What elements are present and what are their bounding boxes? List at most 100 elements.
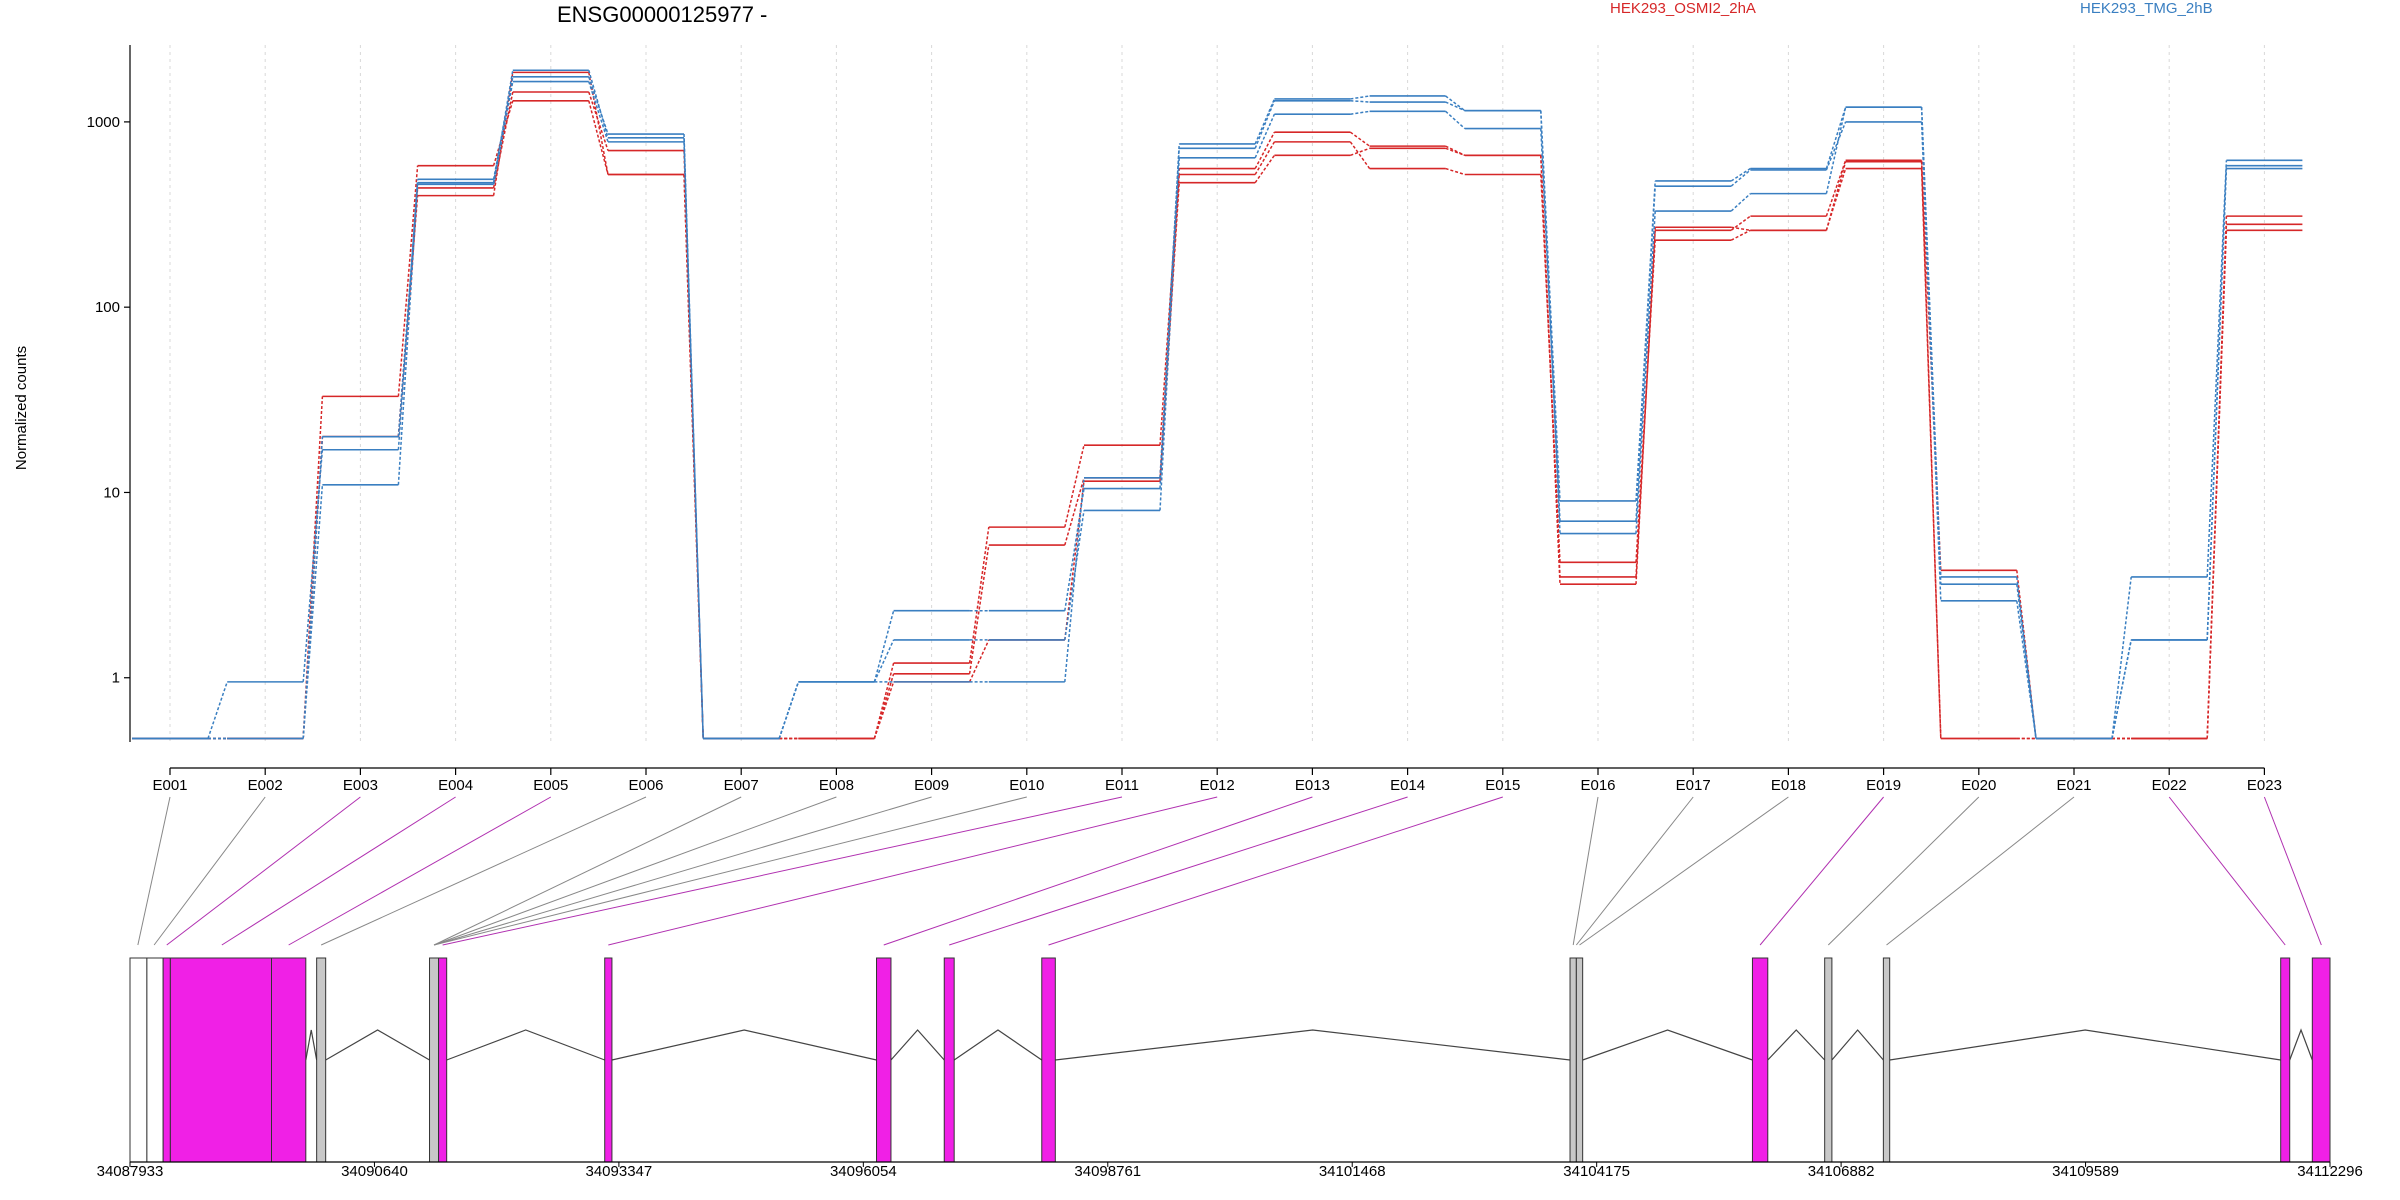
series-6-link-E017: [1730, 193, 1751, 212]
series-1-link-E013: [1349, 131, 1371, 147]
series-3-link-E015: [1540, 155, 1561, 585]
x-tick-label-E002: E002: [248, 777, 283, 794]
series-1-link-E005: [588, 100, 609, 175]
x-tick-label-E023: E023: [2247, 777, 2282, 794]
connector-E008: [433, 796, 837, 946]
series-1-link-E004: [492, 100, 514, 166]
exon-block-1: [129, 957, 148, 1163]
exon-block-4: [169, 957, 273, 1163]
series-4-link-E010: [1064, 488, 1085, 611]
series-6-link-E014: [1445, 101, 1466, 112]
axes: 1 10 100 1000 E001 E002 E003 E004 E005 E006 E007 E0…: [87, 45, 2282, 794]
y-axis-label: Normalized counts: [13, 346, 30, 470]
intron-18: [2289, 1028, 2313, 1061]
connector-E015: [1048, 796, 1503, 946]
series-3-link-E013: [1350, 147, 1370, 157]
x-tick-label-E006: E006: [628, 777, 663, 794]
exon-block-18: [2280, 957, 2291, 1163]
series-3-link-E018: [1825, 161, 1847, 231]
series-4-link-E013: [1350, 95, 1370, 100]
series-6-link-E021: [2111, 639, 2132, 739]
series-4-link-E001: [207, 681, 228, 739]
series-2-link-E009: [968, 544, 990, 674]
series-6-link-E007: [778, 681, 800, 739]
series-5-link-E014: [1445, 110, 1466, 130]
x-tick-label-E004: E004: [438, 777, 473, 794]
series-2-link-E010: [1064, 477, 1085, 546]
exon-block-19: [2311, 957, 2331, 1163]
x-tick-label-E001: E001: [152, 777, 187, 794]
series-6-link-E018: [1825, 107, 1847, 194]
exon-block-16: [1824, 957, 1833, 1163]
intron-9: [611, 1029, 877, 1061]
series-6-link-E011: [1159, 148, 1180, 478]
connector-E021: [1886, 796, 2075, 946]
x-tick-label-E013: E013: [1295, 777, 1330, 794]
series-3-link-E009: [968, 639, 990, 683]
connector-E006: [320, 796, 647, 946]
series-2-link-E017: [1730, 229, 1751, 241]
series-6-link-E003: [397, 182, 419, 437]
connector-E010: [433, 796, 1027, 946]
series-lines: [132, 69, 2303, 740]
intron-16: [1831, 1029, 1884, 1061]
series-2-link-E014: [1445, 167, 1466, 176]
series-6-link-E012: [1254, 100, 1276, 149]
genomic-tick-label-34087933: 34087933: [97, 1163, 164, 1180]
series-6: [132, 69, 2303, 740]
connector-E011: [442, 796, 1123, 946]
series-6-link-E006: [683, 137, 704, 739]
connector-E018: [1579, 796, 1789, 946]
genomic-tick-label-34109589: 34109589: [2052, 1163, 2119, 1180]
x-tick-label-E007: E007: [724, 777, 759, 794]
genomic-tick-label-34096054: 34096054: [830, 1163, 897, 1180]
series-3-link-E005: [588, 72, 609, 175]
connector-E020: [1827, 796, 1980, 946]
series-1-link-E009: [968, 527, 990, 664]
exon-block-10: [876, 957, 892, 1163]
connector-E013: [883, 796, 1313, 946]
series-2-link-E013: [1349, 141, 1371, 169]
exon-block-5: [271, 957, 307, 1163]
y-tick-label-10: 10: [103, 484, 120, 501]
x-tick-label-E014: E014: [1390, 777, 1425, 794]
connector-E001: [137, 796, 171, 946]
series-3-link-E016: [1635, 227, 1656, 585]
series-3-link-E014: [1445, 147, 1466, 157]
intron-17: [1889, 1029, 2281, 1061]
x-tick-label-E003: E003: [343, 777, 378, 794]
intron-5: [305, 1029, 318, 1061]
x-tick-label-E008: E008: [819, 777, 854, 794]
series-2-link-E004: [492, 91, 514, 189]
chart-title: ENSG00000125977 -: [557, 2, 767, 27]
series-5-link-E020: [2016, 600, 2037, 739]
series-6-link-E022: [2206, 165, 2228, 640]
series-5-link-E018: [1825, 121, 1847, 171]
series-6-link-E016: [1635, 211, 1656, 534]
series-6-link-E010: [1064, 477, 1085, 682]
genomic-tick-label-34098761: 34098761: [1074, 1163, 1141, 1180]
exon-block-12: [1041, 957, 1056, 1163]
series-4-link-E018: [1825, 106, 1847, 169]
x-tick-label-E020: E020: [1961, 777, 1996, 794]
connector-E012: [608, 796, 1218, 946]
x-tick-label-E012: E012: [1200, 777, 1235, 794]
genomic-tick-label-34101468: 34101468: [1319, 1163, 1386, 1180]
series-1-link-E010: [1064, 444, 1085, 528]
series-5-link-E002: [302, 484, 324, 739]
exon-block-13: [1569, 957, 1577, 1163]
series-4: [132, 76, 2303, 740]
connector-E017: [1575, 796, 1694, 946]
series-6-link-E005: [588, 70, 609, 139]
series-6-link-E013: [1350, 100, 1370, 103]
x-tick-label-E009: E009: [914, 777, 949, 794]
exon-block-15: [1751, 957, 1769, 1163]
x-tick-label-E019: E019: [1866, 777, 1901, 794]
exon-block-8: [438, 957, 448, 1163]
series-6-link-E002: [302, 436, 324, 739]
connector-E023: [2263, 796, 2322, 946]
vertical-gridlines: [169, 45, 2265, 742]
series-5-link-E012: [1254, 113, 1276, 159]
genomic-tick-label-34090640: 34090640: [341, 1163, 408, 1180]
x-tick-label-E010: E010: [1009, 777, 1044, 794]
